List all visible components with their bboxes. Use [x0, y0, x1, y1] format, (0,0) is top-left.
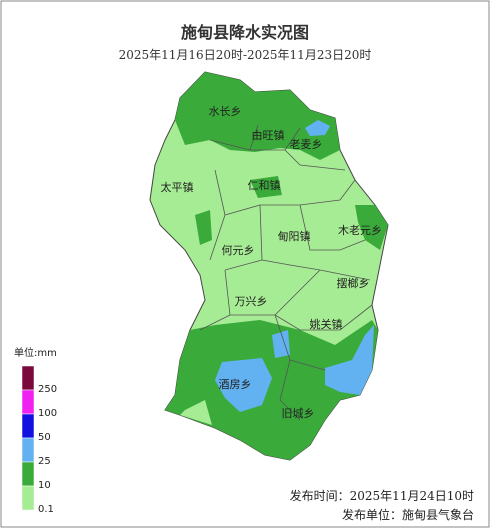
legend-unit: 单位:mm [14, 346, 57, 359]
rain-zone [250, 176, 282, 198]
legend-swatch [21, 437, 35, 463]
legend-label: 50 [38, 432, 51, 443]
legend-label: 250 [38, 384, 57, 395]
region-label: 摆榔乡 [337, 276, 370, 290]
region-label: 姚关镇 [310, 317, 343, 331]
legend-swatch [21, 461, 35, 487]
rain-zone [180, 400, 212, 425]
legend-swatch [21, 485, 35, 511]
region-label: 万兴乡 [235, 295, 268, 308]
rain-zone [355, 205, 388, 250]
region-label: 甸阳镇 [278, 229, 311, 243]
rain-zone [215, 358, 272, 412]
region-label: 老麦乡 [290, 138, 323, 151]
region-label: 何元乡 [222, 244, 255, 257]
region-label: 水长乡 [209, 105, 242, 118]
rain-zone [165, 320, 378, 460]
rain-zone [175, 72, 340, 160]
legend-label: 10 [38, 480, 51, 491]
rain-zone [325, 325, 374, 395]
release-unit: 发布单位：施甸县气象台 [342, 507, 474, 522]
region-label: 仁和镇 [248, 178, 281, 192]
rain-zone [305, 120, 330, 136]
legend-label: 100 [38, 408, 57, 419]
subtitle: 2025年11月16日20时-2025年11月23日20时 [119, 48, 372, 62]
region-label: 木老元乡 [338, 224, 382, 237]
title: 施甸县降水实况图 [181, 23, 309, 42]
legend-swatch [21, 413, 35, 439]
region-label: 酒房乡 [219, 378, 252, 391]
release-time: 发布时间：2025年11月24日10时 [290, 488, 474, 503]
region-labels: 水长乡 由旺镇 老麦乡 太平镇 仁和镇 甸阳镇 木老元乡 何元乡 摆榔乡 万兴乡… [161, 105, 383, 420]
township-borders [199, 124, 373, 421]
region-label: 太平镇 [161, 180, 194, 194]
county-map [149, 71, 389, 461]
region-label: 由旺镇 [252, 128, 285, 142]
legend-label: 25 [38, 456, 51, 467]
legend: 单位:mm 250 100 50 25 10 0.1 [14, 346, 57, 515]
rain-zone [195, 210, 212, 245]
rain-zone [272, 330, 290, 358]
legend-swatch [21, 365, 35, 391]
legend-label: 0.1 [38, 504, 54, 515]
legend-swatch [21, 389, 35, 415]
region-label: 旧城乡 [282, 407, 315, 420]
